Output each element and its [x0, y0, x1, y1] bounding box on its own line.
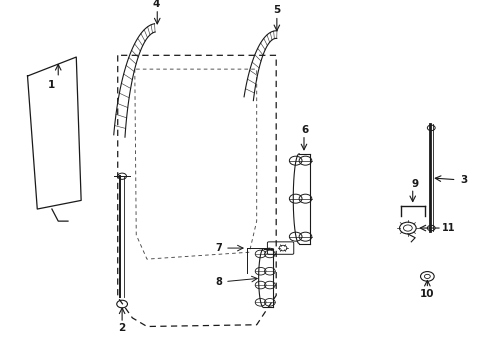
Text: 6: 6 — [301, 125, 308, 135]
Text: 4: 4 — [152, 0, 160, 9]
Text: 1: 1 — [48, 80, 56, 90]
Text: 8: 8 — [215, 277, 222, 287]
Text: 5: 5 — [273, 5, 280, 15]
Text: 10: 10 — [419, 289, 434, 299]
Text: 11: 11 — [441, 223, 454, 233]
Text: 7: 7 — [215, 243, 222, 253]
Text: 3: 3 — [459, 175, 467, 185]
Text: 9: 9 — [411, 179, 418, 189]
Text: 2: 2 — [118, 323, 125, 333]
